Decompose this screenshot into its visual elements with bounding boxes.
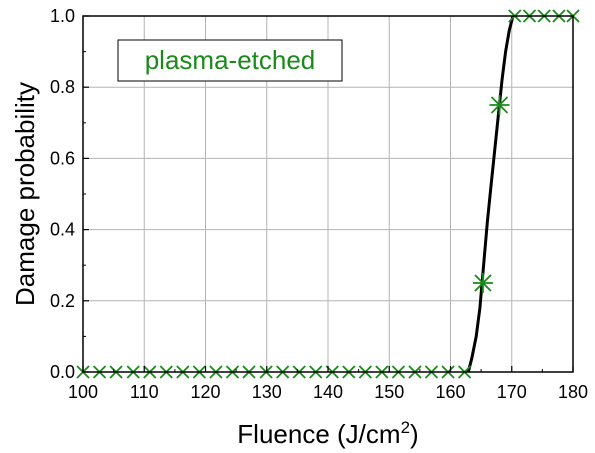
x-axis-title-tail: ) [410,419,419,449]
y-tick-label: 0.8 [50,77,75,97]
x-tick-label: 170 [497,382,527,402]
legend-box: plasma-etched [117,39,343,82]
x-tick-label: 140 [313,382,343,402]
legend-label: plasma-etched [145,45,316,75]
y-tick-label: 0.4 [50,220,75,240]
x-axis-title-main: Fluence (J/cm [237,419,400,449]
y-tick-label: 0.2 [50,291,75,311]
y-axis-title: Damage probability [10,82,40,306]
x-tick-label: 160 [435,382,465,402]
x-tick-label: 110 [130,382,159,402]
asterisk-marker [489,95,510,115]
fit-curve [466,15,515,373]
fit-curve-group [466,15,515,373]
x-tick-label: 150 [374,382,404,402]
x-tick-label: 120 [190,382,220,402]
y-tick-label: 1.0 [50,6,75,26]
x-axis-title: Fluence (J/cm2) [237,418,418,449]
x-tick-label: 180 [558,382,588,402]
ticks: 100 110 120 130 140 150 160 170 180 0.0 0.2 0.4 0.6 0… [50,6,588,402]
x-tick-label: 100 [68,382,98,402]
x-tick-label: 130 [252,382,282,402]
y-tick-label: 0.0 [50,362,75,382]
y-tick-label: 0.6 [50,148,75,168]
asterisk-marker [472,273,493,293]
x-axis-title-sup: 2 [401,418,410,437]
